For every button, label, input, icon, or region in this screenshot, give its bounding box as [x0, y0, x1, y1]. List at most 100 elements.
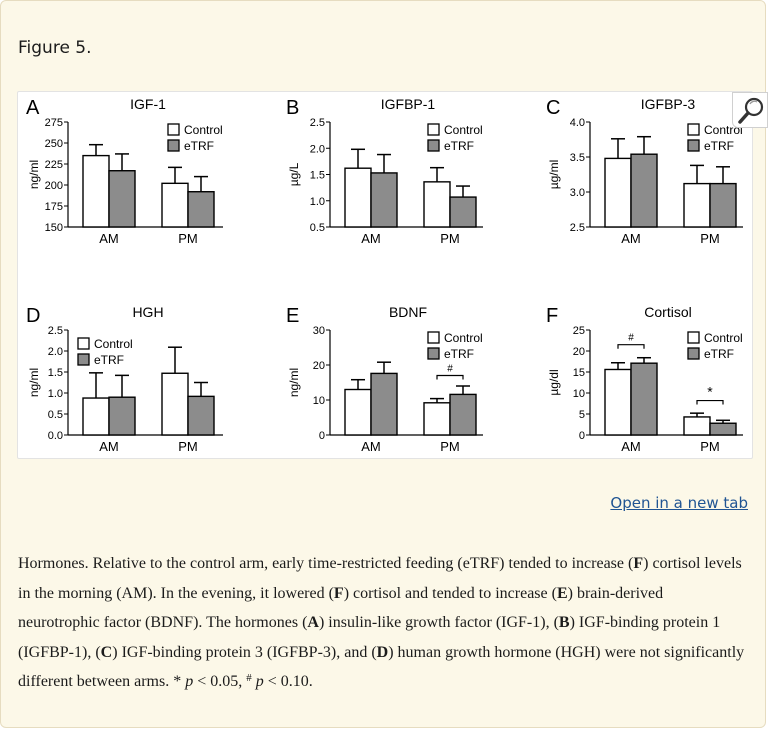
y-tick-label: 30: [313, 325, 325, 337]
etrf-bar: [187, 191, 215, 228]
panel-ref: E: [556, 584, 568, 602]
y-tick-label: 20: [573, 346, 585, 358]
y-tick-label: 0: [319, 430, 325, 442]
chart-panel-a: A IGF-1 150 175 200 225 250 275 ng/ml AM PM Control…: [26, 96, 223, 246]
y-tick-label: 3.5: [570, 152, 585, 164]
panel-ref: D: [376, 643, 389, 661]
y-tick-label: 25: [573, 325, 585, 337]
legend-swatch: [687, 123, 700, 136]
y-tick-label: 1.0: [310, 196, 325, 208]
control-bar: [344, 388, 372, 436]
x-tick-label: PM: [440, 439, 460, 454]
caption-text: ) IGF-binding protein 1 (IGFBP-1), (: [18, 614, 721, 661]
y-tick-label: 150: [45, 222, 63, 234]
legend-swatch: [687, 331, 700, 344]
y-tick-label: 200: [45, 180, 63, 192]
significance-bracket: [696, 399, 724, 405]
y-tick-label: 0: [579, 430, 585, 442]
legend-label: Control: [444, 123, 483, 137]
y-axis-label: µg/dl: [547, 369, 561, 395]
chart-panel-f: F Cortisol 0 5 10 15 20 25 µg/dl AM PM # * Control eTR…: [546, 304, 743, 454]
y-tick-label: 250: [45, 138, 63, 150]
x-tick-label: PM: [700, 231, 720, 246]
chart-panel-c: C IGFBP-3 2.5 3.0 3.5 4.0 µg/ml AM PM Control eTRF: [546, 96, 743, 246]
legend-swatch: [167, 123, 180, 136]
y-tick-label: 2.5: [310, 117, 325, 129]
x-tick-label: AM: [361, 231, 381, 246]
chart-title: IGF-1: [130, 96, 166, 112]
p-symbol: p: [185, 673, 194, 690]
legend-label: eTRF: [704, 139, 734, 153]
legend-label: Control: [444, 331, 483, 345]
open-in-new-tab-link[interactable]: Open in a new tab: [610, 494, 748, 512]
legend-swatch: [77, 337, 90, 350]
panel-ref: C: [100, 643, 113, 661]
y-tick-label: 10: [573, 388, 585, 400]
x-tick-label: AM: [621, 439, 641, 454]
legend-label: eTRF: [444, 347, 474, 361]
chart-title: BDNF: [389, 304, 427, 320]
p-symbol: p: [255, 673, 264, 690]
etrf-bar: [370, 172, 398, 228]
legend-label: Control: [704, 123, 743, 137]
y-tick-label: 1.5: [310, 170, 325, 182]
significance-bracket: [436, 374, 464, 380]
y-tick-label: 0.0: [48, 430, 63, 442]
y-axis-label: ng/ml: [27, 160, 41, 189]
magnifier-icon: [738, 97, 764, 124]
etrf-bar: [709, 182, 737, 228]
legend-label: Control: [184, 123, 223, 137]
legend-label: eTRF: [184, 139, 214, 153]
figure-image[interactable]: A IGF-1 150 175 200 225 250 275 ng/ml AM PM Control…: [17, 91, 768, 459]
chart-panel-b: B IGFBP-1 0.5 1.0 1.5 2.0 2.5 µg/L AM PM Control eT…: [286, 96, 483, 246]
y-tick-label: 275: [45, 117, 63, 129]
x-tick-label: AM: [99, 231, 119, 246]
chart-title: HGH: [132, 304, 163, 320]
panel-letter: F: [546, 305, 558, 327]
control-bar: [161, 182, 189, 228]
panel-ref: B: [558, 614, 570, 631]
zoom-button[interactable]: [732, 92, 768, 128]
legend-swatch: [687, 139, 700, 152]
legend-label: eTRF: [704, 347, 734, 361]
x-tick-label: AM: [99, 439, 119, 454]
control-bar: [604, 157, 632, 228]
legend-swatch: [427, 331, 440, 344]
y-axis-label: ng/ml: [27, 368, 41, 397]
x-tick-label: AM: [361, 439, 381, 454]
legend-label: Control: [94, 337, 133, 351]
y-tick-label: 1.5: [48, 367, 63, 379]
chart-title: IGFBP-1: [381, 96, 436, 112]
x-tick-label: PM: [178, 231, 198, 246]
x-tick-label: PM: [700, 439, 720, 454]
control-bar: [82, 397, 110, 436]
caption-text: < 0.05,: [193, 673, 247, 690]
y-tick-label: 175: [45, 201, 63, 213]
panel-ref: F: [333, 584, 344, 602]
caption-text: ) human growth hormone (HGH) were not si…: [18, 643, 745, 691]
legend-swatch: [427, 139, 440, 152]
significance-marker: #: [447, 364, 453, 375]
y-tick-label: 2.0: [310, 143, 325, 155]
y-axis-label: µg/L: [287, 162, 301, 186]
y-tick-label: 2.0: [48, 346, 63, 358]
legend-swatch: [427, 347, 440, 360]
control-bar: [683, 182, 711, 228]
y-axis-label: ng/ml: [287, 368, 301, 397]
y-tick-label: 10: [313, 395, 325, 407]
etrf-bar: [370, 372, 398, 436]
control-bar: [604, 368, 632, 436]
y-tick-label: 0.5: [48, 409, 63, 421]
caption-text: Hormones. Relative to the control arm, e…: [18, 555, 634, 572]
panel-letter: D: [26, 305, 40, 327]
caption-text: ) IGF-binding protein 3 (IGFBP-3), and (: [112, 643, 377, 661]
panel-ref: F: [633, 555, 644, 572]
y-tick-label: 20: [313, 360, 325, 372]
figure-caption: Hormones. Relative to the control arm, e…: [18, 549, 748, 697]
control-bar: [423, 181, 451, 228]
panel-ref: A: [307, 614, 319, 631]
y-tick-label: 1.0: [48, 388, 63, 400]
etrf-bar: [630, 153, 658, 228]
